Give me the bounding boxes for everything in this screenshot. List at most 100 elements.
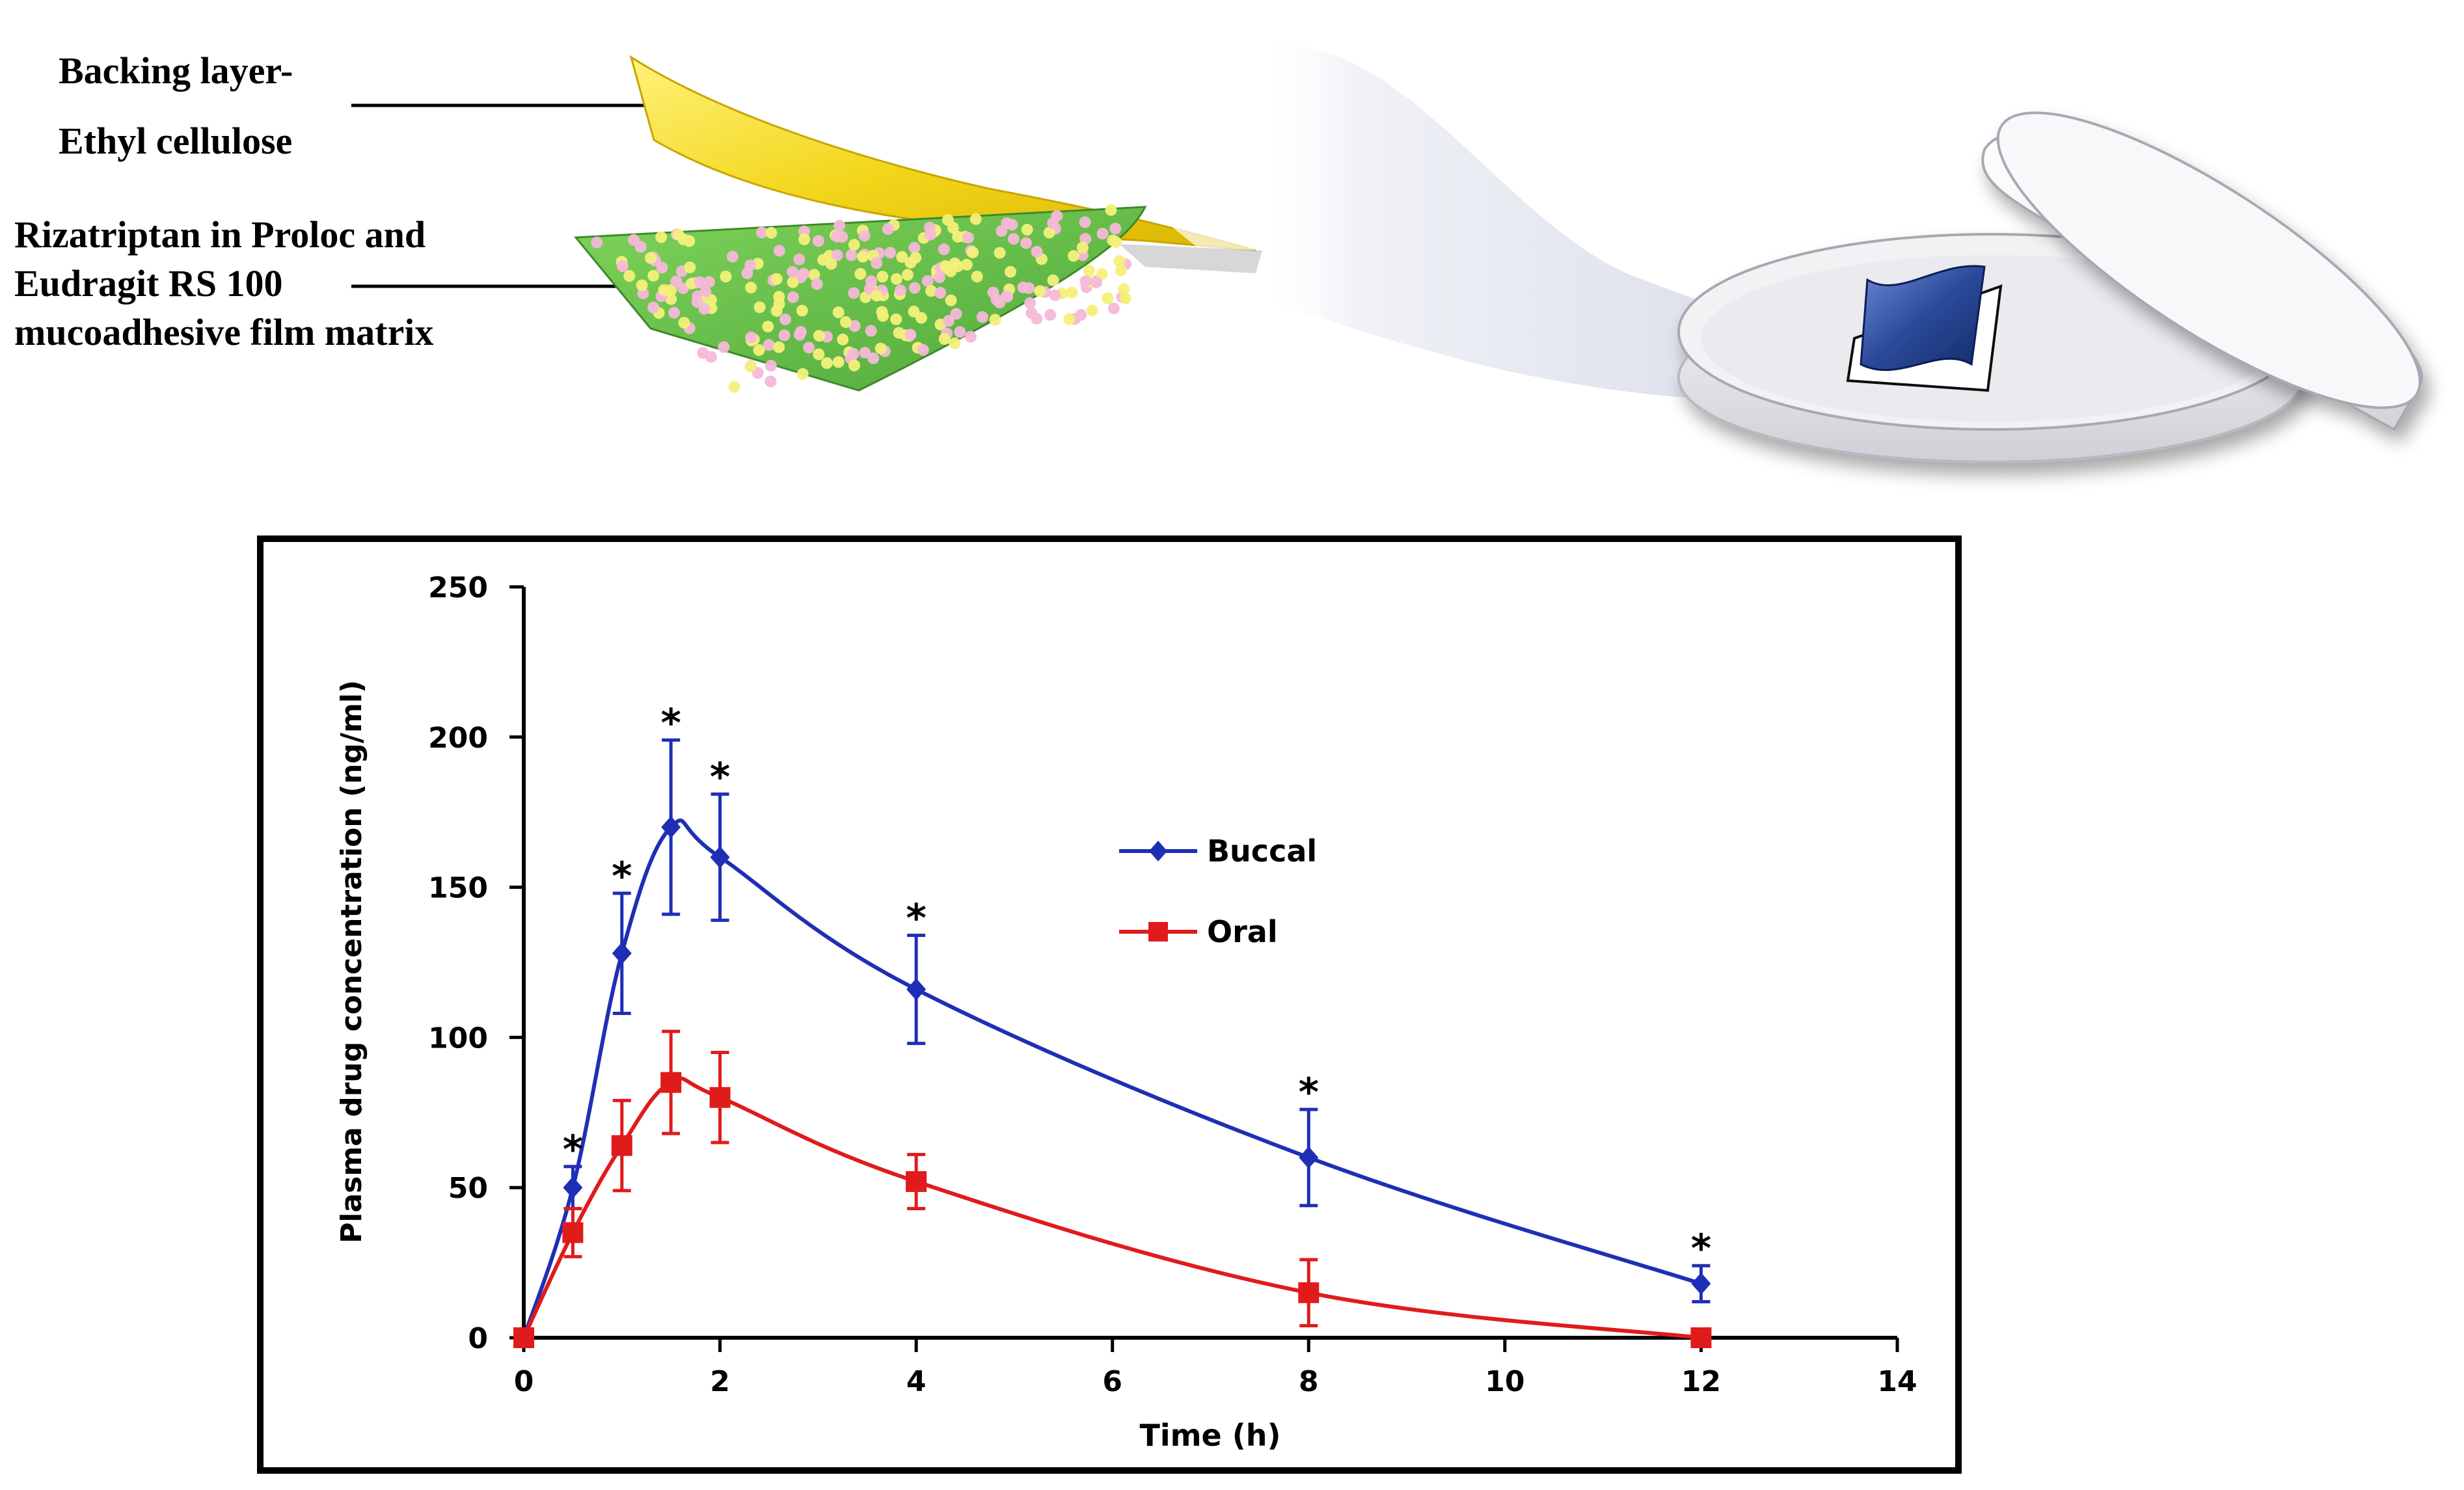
matrix-dot [770, 273, 783, 285]
data-point [1690, 1327, 1712, 1348]
matrix-dot [798, 267, 810, 280]
matrix-dot [910, 252, 922, 264]
data-point [710, 846, 730, 869]
matrix-dot [831, 249, 843, 262]
matrix-dot [945, 294, 957, 306]
matrix-dot [720, 271, 732, 282]
x-tick-label: 2 [710, 1365, 730, 1398]
matrix-dot [837, 333, 849, 345]
matrix-dot [1118, 283, 1130, 295]
matrix-dot [848, 320, 861, 332]
backing-film-edge [1132, 195, 1256, 251]
x-axis-ticks: 0 2 4 6 8 10 12 14 [514, 1338, 1917, 1398]
matrix-dot [1020, 237, 1032, 249]
matrix-dot [591, 236, 603, 249]
matrix-dot [848, 239, 860, 251]
backing-film [629, 55, 1256, 252]
matrix-dot [845, 249, 858, 262]
lid-top [1996, 111, 2422, 409]
matrix-dot [952, 260, 964, 273]
film-sample [1860, 265, 1986, 372]
matrix-dot [831, 230, 843, 243]
matrix-dot [684, 261, 696, 273]
matrix-dot [854, 267, 867, 280]
matrix-dot [938, 243, 950, 256]
series-line [522, 1076, 1701, 1340]
matrix-dot [1079, 275, 1092, 288]
matrix-dot [1090, 277, 1103, 288]
matrix-dot [882, 223, 894, 235]
matrix-dot [694, 276, 706, 288]
matrix-dot [765, 360, 777, 372]
matrix-dot [1107, 303, 1120, 314]
matrix-dot [1063, 313, 1076, 325]
matrix-dot [655, 231, 668, 243]
matrix-dot [773, 341, 785, 353]
matrix-dot [1109, 223, 1122, 235]
x-tick-label: 6 [1102, 1365, 1122, 1398]
matrix-dot [778, 329, 791, 342]
x-axis-label: Time (h) [1139, 1418, 1280, 1453]
matrix-dot [895, 284, 907, 297]
y-tick-label: 200 [428, 722, 488, 755]
data-point [1298, 1282, 1320, 1303]
matrix-dot [811, 278, 823, 290]
x-tick-label: 0 [514, 1365, 534, 1398]
significance-marker: * [612, 854, 632, 899]
matrix-dot [1083, 264, 1095, 277]
legend-item-buccal: Buccal [1119, 833, 1317, 869]
data-point [1299, 1146, 1319, 1169]
matrix-dot [668, 306, 681, 319]
matrix-dot [949, 337, 961, 349]
matrix-dot [745, 282, 757, 294]
matrix-dot [915, 312, 927, 324]
matrix-dot [941, 214, 954, 226]
matrix-dot [1047, 274, 1059, 286]
chart: 0 50 100 150 200 250 0 2 4 6 8 10 12 14 Time (h) Pla… [257, 535, 1962, 1474]
matrix-dot [1005, 265, 1016, 278]
matrix-dot [808, 269, 820, 281]
matrix-dot [647, 269, 660, 282]
matrix-dot [871, 290, 883, 302]
matrix-dot [698, 303, 711, 315]
matrix-dot [634, 241, 647, 253]
matrix-dot [876, 271, 889, 283]
y-tick-label: 150 [428, 872, 488, 905]
matrix-dot [896, 251, 908, 263]
matrix-dot [744, 360, 757, 373]
matrix-dot [954, 326, 966, 338]
matrix-dot [1113, 255, 1126, 267]
matrix-dot [812, 235, 824, 247]
legend-item-oral: Oral [1119, 914, 1278, 949]
matrix-dot [726, 251, 738, 263]
matrix-dot [867, 352, 880, 364]
matrix-dot [1021, 224, 1033, 236]
matrix-dot [1034, 285, 1046, 297]
data-point [1691, 1272, 1711, 1295]
matrix-dot [859, 347, 871, 359]
data-point [906, 1171, 927, 1192]
significance-marker: * [906, 895, 926, 941]
data-point [513, 1327, 534, 1348]
matrix-dot [796, 368, 809, 380]
matrix-dot [672, 228, 684, 241]
x-tick-label: 10 [1485, 1365, 1524, 1398]
matrix-dot [773, 245, 785, 257]
matrix-dot [762, 320, 774, 332]
data-point [709, 1087, 731, 1108]
backing-layer-label: Backing layer- [59, 49, 293, 92]
matrix-dot [990, 293, 1003, 306]
matrix-dot [865, 325, 877, 337]
matrix-label-3: mucoadhesive film matrix [14, 311, 433, 353]
matrix-dot [728, 381, 740, 393]
matrix-dot [925, 285, 938, 297]
film-illustration: Backing layer- Ethyl cellulose Rizatript… [14, 44, 2423, 463]
matrix-dot [678, 317, 690, 329]
series-layer: * * * * * * * [513, 700, 1712, 1349]
y-tick-label: 50 [448, 1172, 488, 1205]
matrix-dot [1007, 233, 1020, 245]
matrix-dot [908, 282, 921, 294]
legend-marker [1149, 841, 1167, 861]
significance-marker: * [563, 1127, 583, 1172]
